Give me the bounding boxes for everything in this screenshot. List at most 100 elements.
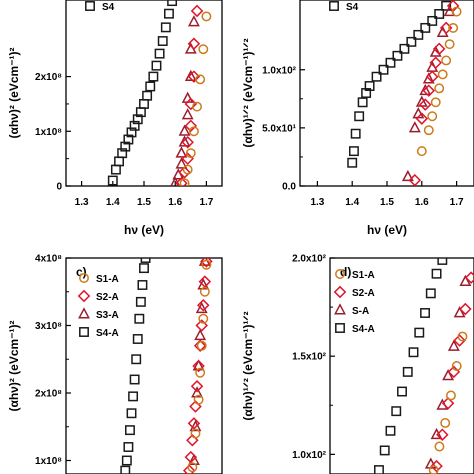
data-point bbox=[374, 465, 384, 474]
plot-frame bbox=[329, 257, 474, 474]
y-tick-label: 1.0x10² bbox=[292, 450, 327, 461]
data-point bbox=[347, 157, 358, 168]
data-point bbox=[178, 166, 191, 179]
series-S4-A bbox=[374, 258, 448, 474]
x-tick-label: 1.7 bbox=[199, 197, 213, 208]
data-point bbox=[441, 0, 452, 11]
data-point bbox=[128, 391, 139, 402]
data-point bbox=[188, 126, 199, 137]
data-point bbox=[195, 319, 208, 332]
legend-marker bbox=[329, 1, 339, 11]
data-point bbox=[420, 308, 430, 318]
data-point bbox=[123, 442, 134, 452]
legend-marker bbox=[334, 303, 346, 315]
data-point bbox=[408, 121, 421, 133]
data-point bbox=[419, 98, 432, 111]
data-point bbox=[198, 44, 209, 55]
data-point bbox=[126, 408, 137, 419]
y-tick-label: 1.0x10² bbox=[262, 65, 297, 76]
data-point bbox=[191, 386, 203, 398]
y-axis-label: (αhν)¹ᐟ² (eVcm⁻¹)¹ᐟ² bbox=[241, 311, 255, 420]
data-point bbox=[437, 258, 448, 265]
legend-label: S1-A bbox=[96, 274, 119, 285]
data-point bbox=[402, 366, 413, 377]
legend-label: S2-A bbox=[96, 292, 119, 303]
data-point bbox=[193, 339, 207, 353]
data-point bbox=[192, 359, 205, 373]
legend-marker bbox=[333, 285, 347, 299]
legend-marker bbox=[335, 269, 345, 279]
data-point bbox=[182, 164, 193, 175]
data-point bbox=[148, 71, 159, 82]
data-point bbox=[364, 81, 375, 91]
data-point bbox=[117, 148, 128, 159]
y-tick-label: 3x10⁸ bbox=[35, 321, 62, 332]
x-axis-label: hν (eV) bbox=[124, 223, 164, 237]
data-point bbox=[195, 301, 208, 314]
data-point bbox=[164, 8, 174, 19]
data-point bbox=[145, 81, 156, 92]
data-point bbox=[126, 127, 137, 138]
legend-label: S4 bbox=[102, 2, 115, 13]
x-tick-label: 1.7 bbox=[450, 197, 464, 208]
data-point bbox=[132, 114, 143, 125]
data-point bbox=[423, 125, 434, 136]
data-point bbox=[201, 11, 212, 22]
data-point bbox=[459, 302, 472, 316]
data-point bbox=[385, 57, 396, 68]
data-point bbox=[187, 417, 201, 430]
y-axis-label: (αhν)² (eVcm⁻¹)² bbox=[7, 47, 21, 138]
legend: S4 bbox=[329, 1, 359, 13]
data-point bbox=[371, 71, 382, 82]
data-point bbox=[195, 74, 206, 85]
data-markers bbox=[107, 0, 212, 186]
data-point bbox=[189, 419, 202, 432]
data-point bbox=[201, 259, 212, 270]
data-point bbox=[184, 450, 198, 464]
data-point bbox=[406, 36, 417, 47]
y-tick-label: 1x10⁸ bbox=[35, 456, 62, 467]
panel-d: 1.0x10² 1.5x10² 2.0x10² (αhν)¹ᐟ² (eVcm⁻¹)¹ᐟ… bbox=[241, 254, 474, 474]
data-point bbox=[428, 465, 439, 474]
data-point bbox=[427, 15, 438, 26]
data-point bbox=[195, 367, 206, 378]
data-point bbox=[408, 347, 419, 358]
data-point bbox=[415, 112, 429, 125]
y-tick-label: 1.5x10² bbox=[292, 352, 327, 363]
panel-label: d) bbox=[340, 265, 351, 279]
series-S2 bbox=[408, 0, 460, 186]
data-point bbox=[451, 361, 462, 371]
data-point bbox=[129, 120, 140, 131]
y-axis-label: (αhν)¹ᐟ² (eVcm⁻¹)¹ᐟ² bbox=[241, 38, 255, 147]
legend: S4 bbox=[85, 1, 115, 13]
plot-frame bbox=[65, 257, 223, 474]
data-point bbox=[419, 83, 432, 96]
data-point bbox=[193, 394, 204, 405]
y-tick-label: 5.0x10¹ bbox=[262, 123, 297, 134]
data-point bbox=[167, 0, 178, 7]
plot-frame bbox=[65, 0, 223, 187]
data-point bbox=[197, 278, 210, 290]
data-point bbox=[420, 22, 431, 33]
data-point bbox=[142, 90, 153, 101]
legend: S1-A S2-A S-A S4-A bbox=[333, 269, 375, 335]
data-point bbox=[175, 157, 188, 169]
data-markers bbox=[120, 258, 213, 474]
data-markers bbox=[347, 0, 462, 186]
data-point bbox=[135, 296, 146, 307]
series-S4 bbox=[347, 0, 452, 168]
legend-label: S4-A bbox=[96, 328, 119, 339]
data-point bbox=[139, 263, 149, 274]
data-point bbox=[430, 459, 443, 473]
data-point bbox=[442, 369, 455, 381]
data-point bbox=[107, 175, 118, 186]
legend-marker bbox=[335, 323, 345, 333]
data-point bbox=[157, 36, 168, 46]
x-tick-label: 1.6 bbox=[415, 197, 429, 208]
legend-marker bbox=[85, 1, 95, 11]
data-point bbox=[129, 374, 140, 385]
data-point bbox=[459, 274, 472, 287]
data-point bbox=[457, 331, 468, 342]
data-point bbox=[416, 146, 427, 157]
